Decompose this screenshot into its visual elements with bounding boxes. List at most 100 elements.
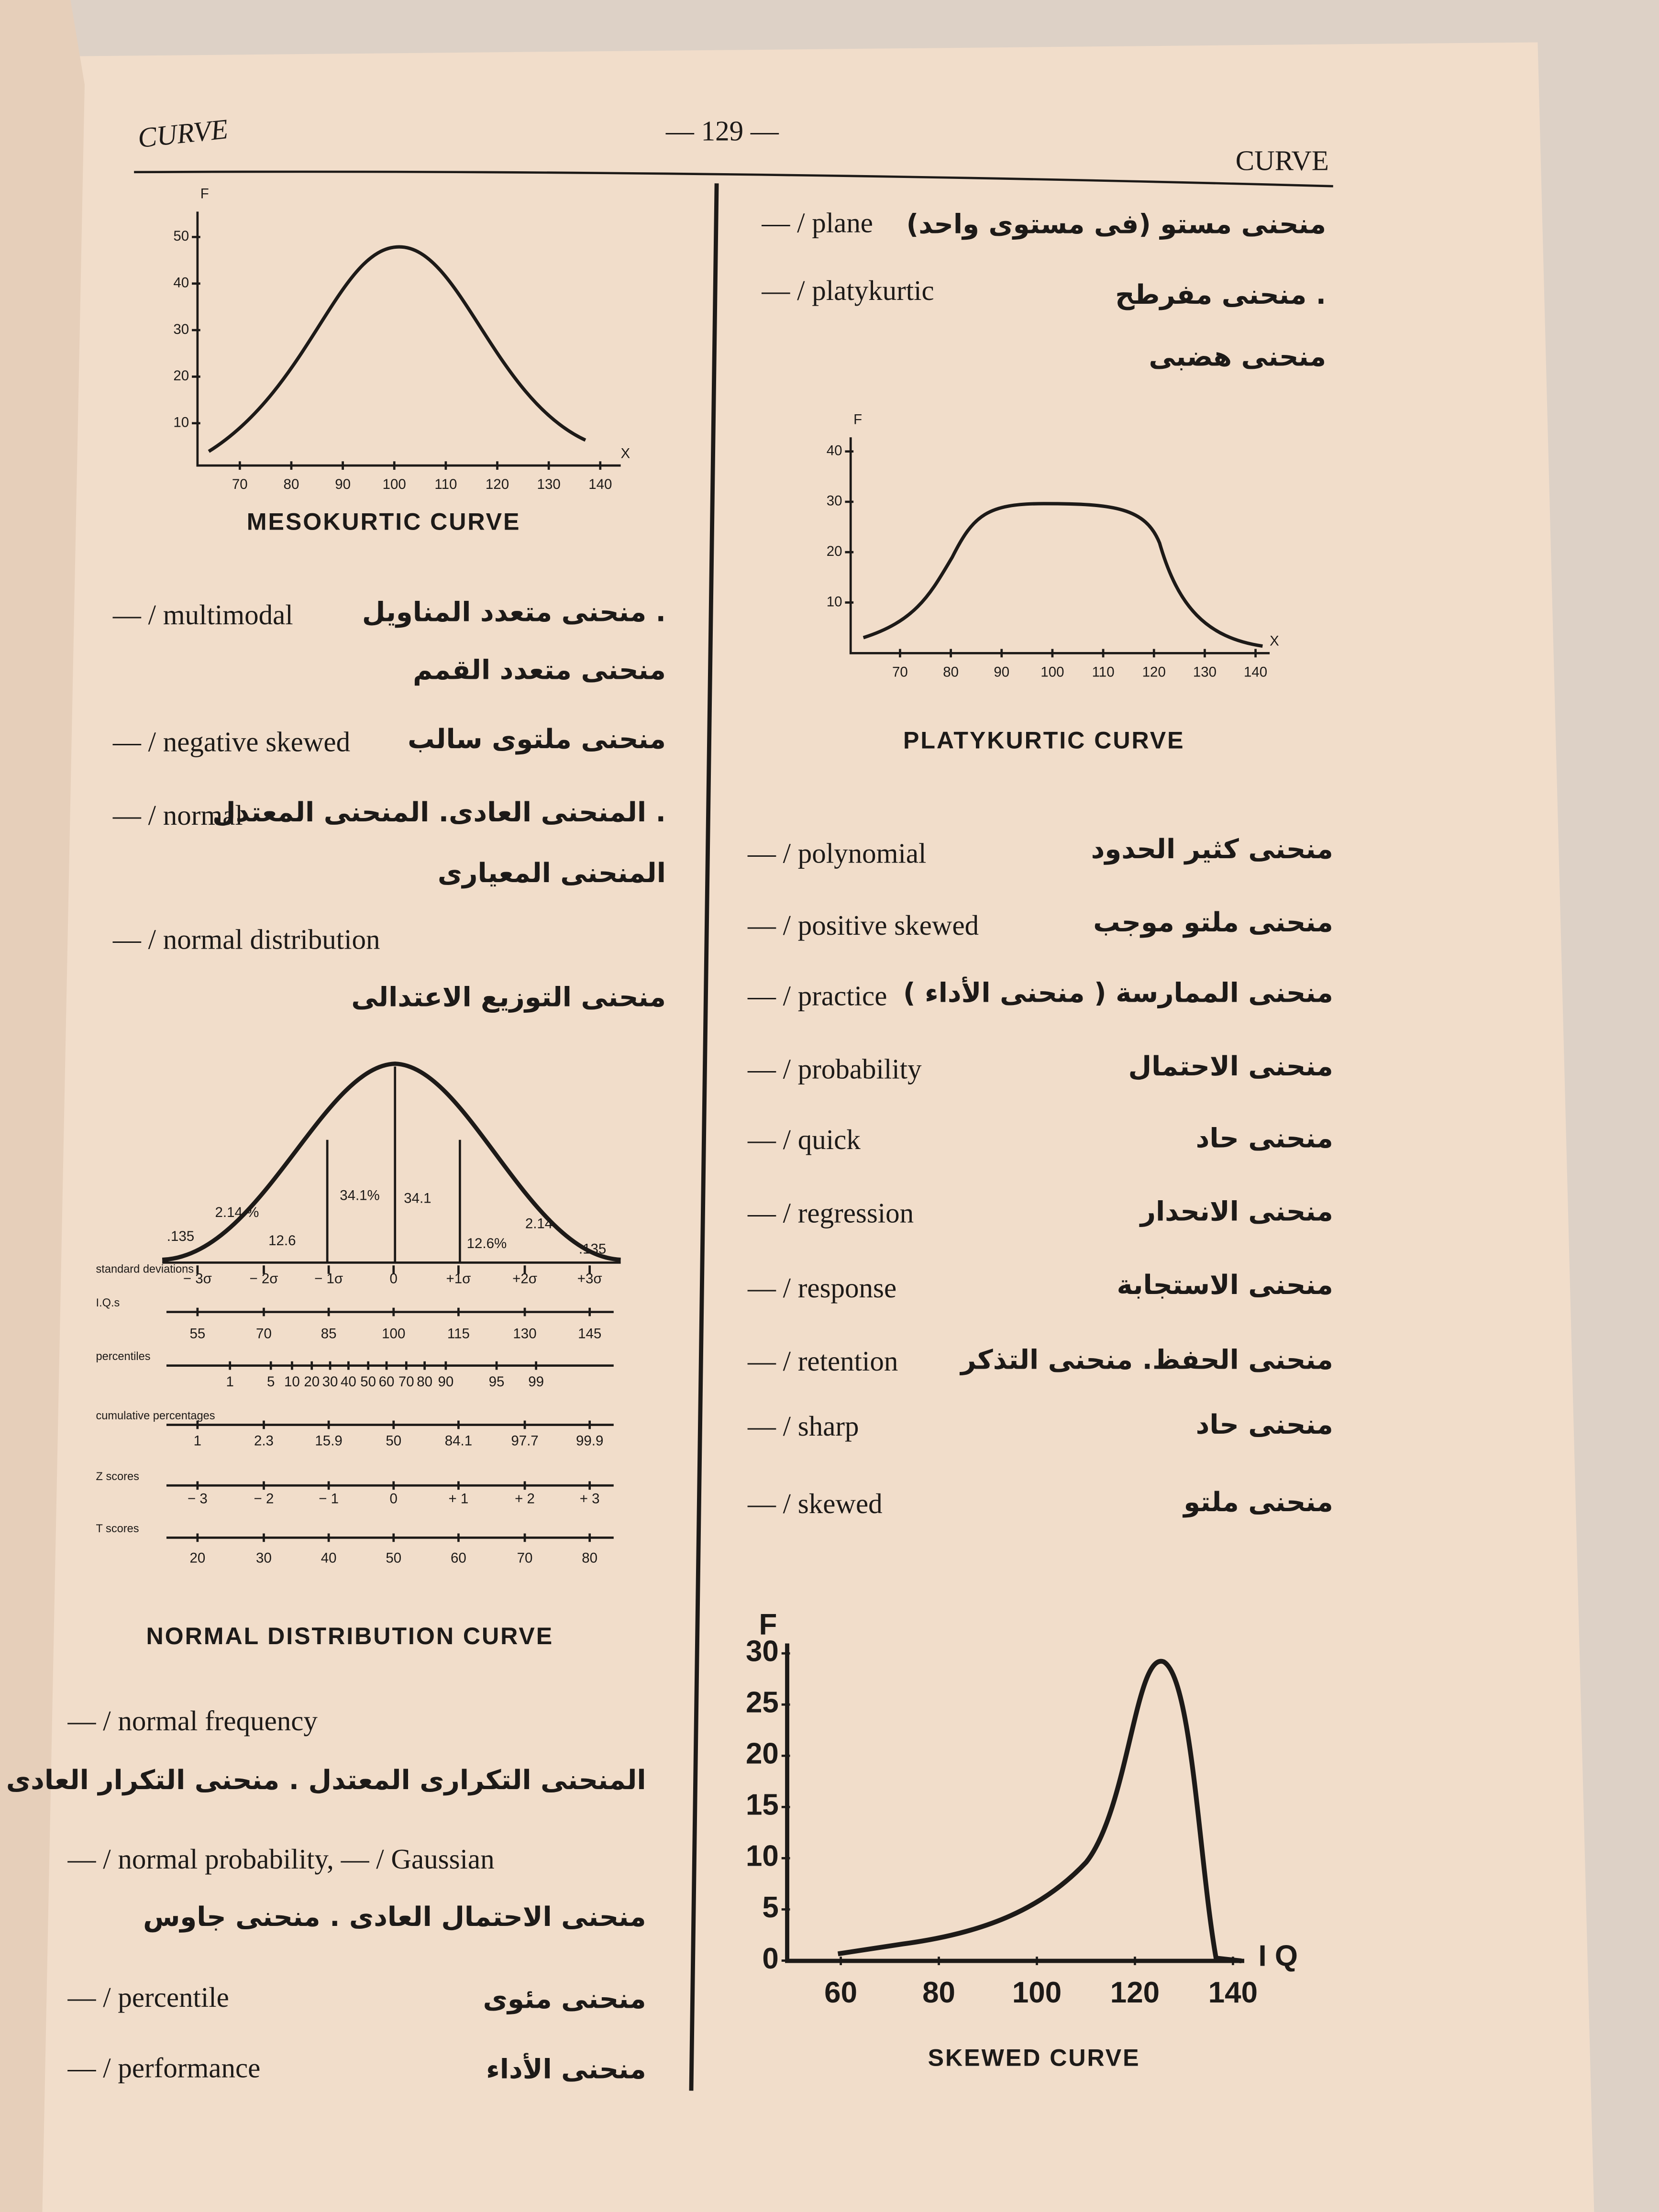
row-value: 10 bbox=[284, 1374, 300, 1390]
row-value: +2σ bbox=[512, 1271, 537, 1287]
area-label: 2.14 bbox=[525, 1216, 553, 1231]
x-tick-label: 100 bbox=[1012, 1976, 1062, 2009]
paper bbox=[0, 42, 1594, 2212]
normal-curve bbox=[162, 1062, 621, 1262]
y-tick-label: 0 bbox=[762, 1942, 778, 1975]
area-label: 34.1% bbox=[340, 1188, 380, 1204]
row-value: 99.9 bbox=[576, 1433, 603, 1449]
row-value: 60 bbox=[451, 1550, 466, 1566]
row-value: 84.1 bbox=[445, 1433, 472, 1449]
entry-term: — / response bbox=[747, 1272, 896, 1304]
y-tick-label: 50 bbox=[173, 228, 189, 244]
row-label: T scores bbox=[96, 1522, 139, 1535]
row-value: 70 bbox=[256, 1326, 272, 1342]
y-tick-label: 10 bbox=[746, 1840, 779, 1873]
entry-arabic: منحنى التوزيع الاعتدالى bbox=[351, 982, 666, 1013]
x-axis-label: I Q bbox=[1258, 1940, 1298, 1973]
x-tick-label: 120 bbox=[1142, 664, 1166, 680]
entry-arabic: المنحنى العادى. المنحنى المعتدل . bbox=[212, 797, 666, 828]
x-tick-label: 70 bbox=[232, 476, 248, 492]
x-tick-label: 140 bbox=[588, 476, 612, 492]
x-axis-label: X bbox=[1270, 633, 1279, 649]
x-tick-label: 120 bbox=[486, 476, 509, 492]
entry-arabic: منحنى كثير الحدود bbox=[1091, 834, 1333, 865]
row-value: − 2σ bbox=[249, 1271, 278, 1287]
row-value: 5 bbox=[267, 1374, 275, 1390]
y-tick-label: 5 bbox=[762, 1891, 778, 1924]
x-tick-label: 110 bbox=[1092, 664, 1115, 680]
row-value: 20 bbox=[304, 1374, 320, 1390]
row-value: 115 bbox=[447, 1326, 470, 1342]
row-label: I.Q.s bbox=[96, 1296, 120, 1309]
area-label: 12.6% bbox=[467, 1236, 507, 1251]
x-tick-label: 130 bbox=[537, 476, 561, 492]
y-tick-label: 20 bbox=[746, 1737, 779, 1770]
area-label: .135 bbox=[167, 1228, 194, 1244]
entry-term: — / regression bbox=[747, 1197, 914, 1229]
y-axis-label: F bbox=[200, 186, 209, 202]
row-label: percentiles bbox=[96, 1350, 151, 1362]
row-label: standard deviations bbox=[96, 1262, 194, 1275]
x-axis-label: X bbox=[621, 445, 630, 461]
row-value: − 2 bbox=[254, 1491, 274, 1507]
entry-arabic: منحنى مئوى bbox=[483, 1983, 646, 2014]
x-tick-label: 140 bbox=[1244, 664, 1267, 680]
entry-term: — / normal frequency bbox=[67, 1705, 318, 1736]
mesokurtic-curve bbox=[208, 245, 586, 453]
y-tick-label: 30 bbox=[746, 1635, 779, 1668]
entry-arabic: منحنى متعدد المناويل . bbox=[362, 597, 666, 628]
entry-arabic: منحنى هضبى bbox=[1149, 342, 1327, 373]
column-divider bbox=[689, 183, 719, 2091]
entry-term: — / normal bbox=[112, 799, 243, 831]
entry-term: — / percentile bbox=[67, 1981, 229, 2013]
y-tick-label: 10 bbox=[173, 414, 189, 430]
entry-term: — / normal probability, — / Gaussian bbox=[67, 1843, 495, 1875]
y-tick-label: 25 bbox=[746, 1686, 779, 1719]
y-tick-label: 15 bbox=[746, 1789, 779, 1822]
row-value: 99 bbox=[528, 1374, 544, 1390]
row-value: + 1 bbox=[449, 1491, 469, 1507]
x-tick-label: 70 bbox=[892, 664, 908, 680]
row-value: 40 bbox=[341, 1374, 356, 1390]
figure-caption: SKEWED CURVE bbox=[928, 2045, 1140, 2071]
row-value: − 1σ bbox=[314, 1271, 343, 1287]
axis bbox=[196, 211, 621, 467]
entry-term: — / retention bbox=[747, 1345, 898, 1377]
platykurtic-curve bbox=[863, 502, 1263, 648]
row-value: 50 bbox=[386, 1433, 401, 1449]
row-value: 100 bbox=[382, 1326, 405, 1342]
entry-arabic: منحنى حاد bbox=[1196, 1123, 1333, 1154]
row-value: 70 bbox=[517, 1550, 533, 1566]
entry-arabic: منحنى ملتوى سالب bbox=[408, 724, 666, 755]
entry-term: — / multimodal bbox=[112, 599, 293, 630]
x-tick-label: 120 bbox=[1110, 1976, 1160, 2009]
entry-arabic: منحنى الاحتمال bbox=[1128, 1051, 1333, 1082]
header-rule bbox=[134, 170, 1333, 188]
y-axis-label: F bbox=[759, 1608, 777, 1641]
row-value: 95 bbox=[489, 1374, 505, 1390]
entry-term: — / performance bbox=[67, 2052, 261, 2084]
y-tick-label: 40 bbox=[827, 442, 842, 458]
entry-term: — / positive skewed bbox=[747, 909, 979, 941]
row-value: 90 bbox=[438, 1374, 453, 1390]
row-value: 2.3 bbox=[254, 1433, 274, 1449]
row-value: +3σ bbox=[577, 1271, 602, 1287]
entry-term: — / normal distribution bbox=[112, 923, 380, 955]
entry-arabic: منحنى مستو (فى مستوى واحد) bbox=[907, 209, 1326, 240]
skewed-curve bbox=[837, 1659, 1242, 1964]
row-label: cumulative percentages bbox=[96, 1409, 215, 1422]
area-label: .135 bbox=[579, 1241, 606, 1257]
row-value: 85 bbox=[321, 1326, 337, 1342]
area-label: 2.14 % bbox=[215, 1205, 259, 1220]
row-value: 40 bbox=[321, 1550, 337, 1566]
entry-arabic: منحنى الحفظ. منحنى التذكر bbox=[959, 1344, 1333, 1375]
row-value: − 3 bbox=[188, 1491, 208, 1507]
row-value: 60 bbox=[379, 1374, 395, 1390]
row-value: 20 bbox=[189, 1550, 205, 1566]
x-tick-label: 140 bbox=[1208, 1976, 1258, 2009]
y-tick-label: 30 bbox=[827, 493, 842, 509]
x-tick-label: 80 bbox=[922, 1976, 955, 2009]
